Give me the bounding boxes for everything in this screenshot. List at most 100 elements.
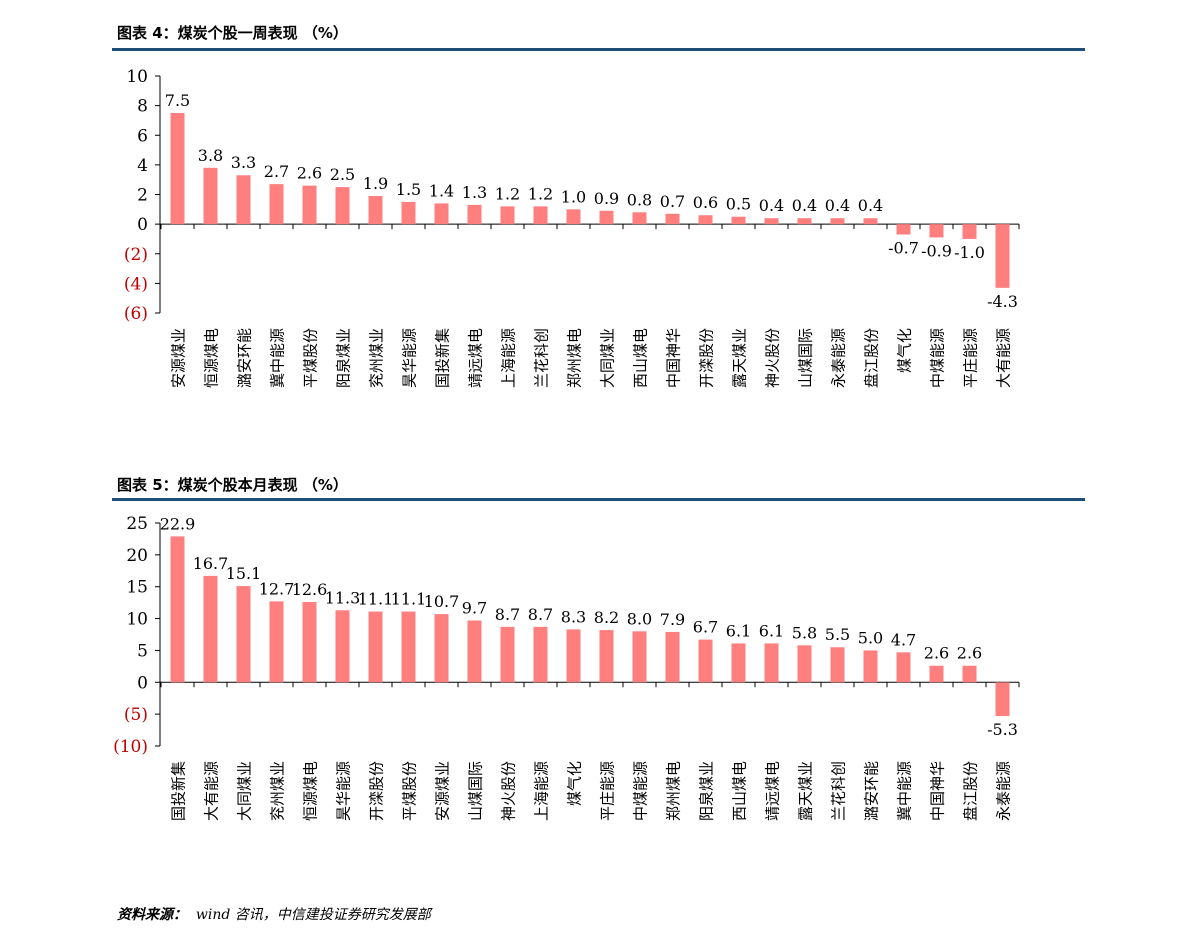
category-label: 郑州煤电 — [665, 761, 683, 821]
category-label: 兖州煤业 — [269, 761, 287, 821]
value-label: 1.5 — [396, 180, 421, 199]
bar — [401, 201, 416, 225]
category-label: 西山煤电 — [731, 761, 749, 821]
value-label: 11.1 — [391, 590, 427, 609]
value-label: 2.5 — [330, 165, 355, 184]
category-label: 平煤股份 — [401, 761, 419, 821]
bar — [731, 643, 746, 683]
y-tick-label: 0 — [137, 215, 148, 235]
category-label: 兖州煤业 — [368, 328, 386, 388]
y-tick-label: (2) — [124, 245, 148, 265]
category-label: 大同煤业 — [599, 328, 617, 388]
bar — [632, 631, 647, 683]
bar — [269, 184, 284, 225]
category-label: 阳泉煤业 — [335, 328, 353, 388]
category-label: 西山煤电 — [632, 328, 650, 388]
bar — [566, 209, 581, 225]
bar — [863, 650, 878, 683]
value-label: 1.9 — [363, 174, 388, 193]
bar — [335, 610, 350, 683]
value-label: 1.4 — [429, 181, 454, 200]
source-text: wind 咨讯，中信建投证券研究发展部 — [195, 907, 431, 923]
y-tick-label: (6) — [124, 304, 148, 324]
value-label: 6.1 — [759, 621, 784, 640]
value-label: 0.4 — [825, 196, 850, 215]
category-label: 平庄能源 — [962, 328, 980, 388]
value-label: 0.4 — [792, 196, 817, 215]
value-label: 5.8 — [792, 623, 817, 642]
category-label: 大有能源 — [995, 328, 1013, 388]
category-label: 阳泉煤业 — [698, 761, 716, 821]
value-label: -4.3 — [987, 292, 1018, 311]
bar — [995, 682, 1010, 717]
value-label: 8.2 — [594, 608, 619, 627]
value-label: -0.7 — [888, 238, 919, 257]
figure-5-rule — [112, 498, 1085, 501]
source-label: 资料来源： — [117, 907, 187, 923]
category-label: 盘江股份 — [962, 761, 980, 821]
category-label: 山煤国际 — [467, 761, 485, 821]
value-label: 12.7 — [259, 579, 295, 598]
value-label: -5.3 — [987, 720, 1018, 739]
bar — [269, 601, 284, 683]
category-label: 煤气化 — [896, 328, 914, 373]
value-label: 16.7 — [193, 554, 229, 573]
category-label: 安源煤业 — [170, 328, 188, 388]
bar — [401, 611, 416, 683]
value-label: 8.3 — [561, 607, 586, 626]
monthly-performance-chart: 25 20 15 10 5 0 (5) (10) 22.9 国投新集 16.7 大有能源 15.1 大同煤… — [113, 514, 1020, 821]
bar — [467, 620, 482, 683]
category-label: 国投新集 — [434, 328, 452, 388]
bar — [929, 665, 944, 683]
bar — [236, 175, 251, 225]
bar — [467, 204, 482, 225]
value-label: 0.6 — [693, 193, 718, 212]
y-tick-label: 15 — [126, 578, 148, 598]
bar — [830, 218, 845, 225]
y-tick-label: 10 — [126, 67, 148, 87]
category-label: 恒源煤电 — [302, 761, 320, 821]
category-label: 神火股份 — [764, 328, 782, 388]
value-label: 11.1 — [358, 590, 394, 609]
bar — [599, 630, 614, 683]
value-label: 0.4 — [858, 196, 883, 215]
category-label: 大有能源 — [203, 761, 221, 821]
category-label: 靖远煤电 — [467, 328, 485, 388]
value-label: -0.9 — [921, 241, 952, 260]
category-label: 上海能源 — [533, 761, 551, 821]
category-label: 山煤国际 — [797, 328, 815, 388]
category-label: 盘江股份 — [863, 328, 881, 388]
category-label: 煤气化 — [566, 761, 584, 806]
category-label: 冀中能源 — [269, 328, 287, 388]
value-label: 0.4 — [759, 196, 784, 215]
y-tick-label: 4 — [137, 156, 148, 176]
value-label: 6.1 — [726, 621, 751, 640]
bar — [236, 586, 251, 683]
y-tick-label: (10) — [113, 737, 148, 757]
bar — [170, 113, 185, 225]
value-label: 0.5 — [726, 195, 751, 214]
category-label: 神火股份 — [500, 761, 518, 821]
value-label: 5.0 — [858, 628, 883, 647]
figure-4-title: 图表 4：煤炭个股一周表现 （%） — [117, 24, 348, 42]
category-label: 开滦股份 — [368, 761, 386, 821]
y-tick-label: 10 — [126, 610, 148, 630]
value-label: 6.7 — [693, 618, 718, 637]
bar — [566, 629, 581, 683]
y-tick-label: (5) — [124, 705, 148, 725]
value-label: 2.6 — [957, 644, 982, 663]
bar — [335, 187, 350, 225]
category-label: 兰花科创 — [830, 761, 848, 821]
category-label: 冀中能源 — [896, 761, 914, 821]
value-label: 1.2 — [495, 184, 520, 203]
value-label: 2.6 — [924, 644, 949, 663]
y-tick-label: 8 — [137, 97, 148, 117]
bar — [962, 224, 977, 239]
category-label: 平庄能源 — [599, 761, 617, 821]
bar — [698, 639, 713, 683]
category-label: 国投新集 — [170, 761, 188, 821]
y-tick-label: 6 — [137, 126, 148, 146]
category-label: 郑州煤电 — [566, 328, 584, 388]
value-label: 11.3 — [325, 588, 361, 607]
category-label: 永泰能源 — [830, 328, 848, 388]
